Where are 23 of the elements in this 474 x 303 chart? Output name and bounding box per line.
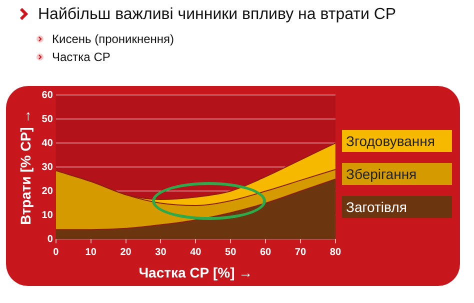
x-tick-label: 10	[85, 246, 97, 258]
series-label: Зберігання	[342, 163, 452, 185]
text: Частка СР	[52, 50, 110, 64]
y-tick-label: 20	[42, 186, 54, 197]
text: Кисень (проникнення)	[52, 32, 174, 46]
x-tick-label: 20	[120, 246, 132, 258]
y-tick-label: 50	[42, 114, 54, 125]
y-axis-title: Втрати [% СР] →	[17, 109, 34, 225]
x-tick-label: 50	[225, 246, 237, 258]
x-tick-label: 40	[190, 246, 202, 258]
x-tick-label: 30	[155, 246, 167, 258]
y-tick-label: 0	[47, 234, 54, 245]
y-tick-label: 10	[42, 210, 54, 221]
x-tick-label: 80	[330, 246, 342, 258]
y-tick-label: 40	[42, 138, 54, 149]
series-label: Заготівля	[342, 196, 452, 218]
y-tick-label: 30	[42, 162, 54, 173]
chart-title: Найбільш важливі чинники впливу на втрати СР	[38, 6, 396, 24]
x-tick-label: 60	[260, 246, 272, 258]
series-label: Згодовування	[342, 130, 452, 152]
x-tick-label: 70	[294, 246, 306, 258]
y-tick-label: 60	[42, 90, 54, 101]
x-axis-title: Частка СР [%] →	[138, 264, 253, 280]
